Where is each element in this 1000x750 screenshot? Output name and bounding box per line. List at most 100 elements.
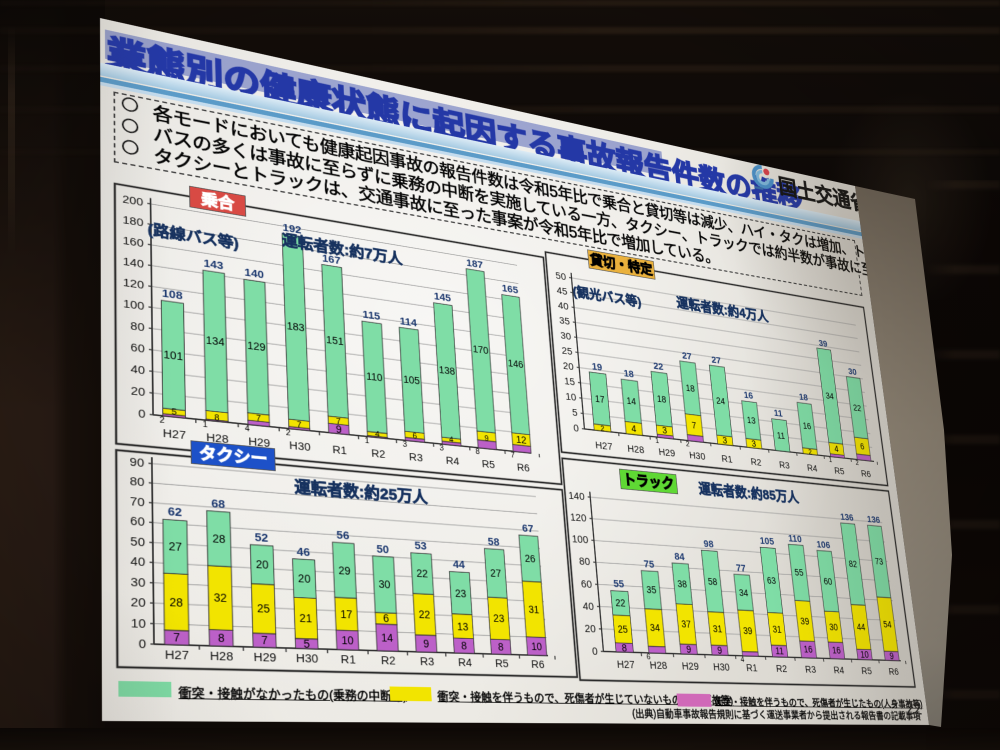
svg-text:39: 39 — [818, 338, 828, 349]
svg-text:35: 35 — [646, 585, 657, 596]
svg-text:R5: R5 — [495, 657, 510, 670]
svg-text:7: 7 — [336, 417, 341, 427]
svg-text:22: 22 — [418, 609, 430, 621]
svg-text:30: 30 — [829, 622, 839, 632]
svg-text:R6: R6 — [860, 468, 871, 479]
svg-text:60: 60 — [581, 578, 593, 590]
svg-text:7: 7 — [261, 635, 268, 648]
svg-text:6: 6 — [383, 613, 389, 625]
svg-text:1: 1 — [828, 456, 832, 464]
svg-text:2: 2 — [808, 448, 812, 456]
svg-text:138: 138 — [439, 365, 456, 378]
svg-text:5: 5 — [572, 407, 579, 419]
svg-text:160: 160 — [123, 235, 145, 251]
svg-text:29: 29 — [338, 565, 351, 578]
svg-text:R1: R1 — [721, 453, 733, 465]
svg-text:110: 110 — [366, 371, 383, 384]
svg-text:200: 200 — [122, 193, 143, 209]
svg-text:44: 44 — [453, 558, 466, 571]
svg-text:19: 19 — [591, 361, 603, 373]
svg-text:21: 21 — [299, 613, 312, 626]
svg-text:44: 44 — [856, 623, 866, 633]
svg-text:H27: H27 — [616, 659, 635, 671]
svg-text:62: 62 — [168, 505, 183, 519]
svg-text:58: 58 — [487, 536, 500, 549]
svg-text:22: 22 — [853, 403, 862, 413]
svg-text:105: 105 — [759, 536, 775, 548]
svg-text:34: 34 — [825, 391, 834, 401]
svg-text:1: 1 — [203, 419, 208, 429]
svg-text:10: 10 — [565, 391, 577, 403]
svg-text:H29: H29 — [253, 651, 276, 665]
svg-text:R6: R6 — [531, 658, 545, 671]
svg-text:22: 22 — [416, 568, 428, 580]
svg-text:5: 5 — [303, 638, 310, 651]
svg-text:110: 110 — [788, 533, 803, 545]
svg-text:37: 37 — [681, 619, 692, 630]
svg-text:17: 17 — [340, 609, 353, 622]
svg-text:R5: R5 — [861, 666, 873, 677]
svg-text:4: 4 — [375, 429, 380, 439]
svg-text:8: 8 — [621, 643, 627, 654]
svg-text:H29: H29 — [681, 660, 699, 672]
svg-text:16: 16 — [743, 390, 754, 402]
svg-text:6: 6 — [412, 431, 417, 441]
svg-text:100: 100 — [571, 533, 589, 546]
svg-text:140: 140 — [244, 267, 264, 282]
svg-text:82: 82 — [848, 559, 857, 569]
svg-text:120: 120 — [123, 276, 145, 292]
svg-text:4: 4 — [834, 445, 839, 455]
svg-text:75: 75 — [643, 558, 655, 570]
svg-text:20: 20 — [256, 559, 269, 572]
svg-text:15: 15 — [564, 376, 576, 388]
svg-text:28: 28 — [212, 533, 225, 546]
svg-text:R2: R2 — [750, 456, 762, 468]
svg-text:165: 165 — [502, 283, 519, 297]
svg-text:10: 10 — [341, 635, 354, 648]
svg-text:23: 23 — [493, 613, 505, 625]
svg-text:52: 52 — [255, 531, 269, 545]
svg-text:27: 27 — [169, 541, 183, 554]
svg-text:13: 13 — [746, 416, 756, 427]
svg-text:6: 6 — [646, 652, 651, 661]
svg-text:24: 24 — [716, 396, 726, 407]
svg-text:14: 14 — [381, 632, 393, 644]
svg-text:101: 101 — [163, 349, 183, 363]
svg-text:9: 9 — [889, 652, 894, 662]
svg-text:67: 67 — [522, 523, 535, 536]
svg-text:25: 25 — [257, 603, 270, 616]
svg-text:R2: R2 — [371, 447, 386, 461]
svg-text:80: 80 — [130, 320, 145, 335]
svg-text:H30: H30 — [713, 661, 731, 673]
svg-text:18: 18 — [685, 384, 695, 395]
svg-text:R6: R6 — [516, 461, 530, 474]
svg-text:40: 40 — [130, 555, 145, 570]
svg-text:H29: H29 — [658, 446, 676, 459]
svg-text:22: 22 — [615, 598, 626, 609]
svg-text:180: 180 — [122, 214, 143, 230]
svg-text:18: 18 — [623, 368, 634, 380]
svg-text:55: 55 — [794, 568, 804, 579]
svg-text:0: 0 — [592, 645, 599, 657]
svg-text:3: 3 — [402, 439, 407, 449]
svg-text:R5: R5 — [834, 466, 846, 477]
svg-text:17: 17 — [595, 394, 606, 405]
svg-text:R6: R6 — [888, 666, 900, 677]
svg-text:18: 18 — [657, 394, 667, 405]
svg-text:134: 134 — [206, 335, 225, 349]
svg-text:13: 13 — [457, 621, 469, 633]
svg-text:90: 90 — [130, 455, 145, 470]
svg-text:R4: R4 — [458, 656, 473, 669]
svg-text:10: 10 — [131, 616, 147, 631]
svg-text:73: 73 — [875, 557, 884, 567]
svg-text:60: 60 — [130, 515, 145, 530]
svg-text:70: 70 — [130, 495, 145, 510]
svg-text:R4: R4 — [833, 665, 845, 676]
svg-text:46: 46 — [296, 545, 310, 559]
svg-text:10: 10 — [860, 650, 870, 660]
svg-text:6: 6 — [860, 442, 865, 452]
svg-text:R5: R5 — [481, 458, 495, 471]
svg-text:2: 2 — [159, 414, 165, 425]
svg-text:27: 27 — [490, 568, 502, 580]
svg-text:77: 77 — [736, 563, 747, 575]
